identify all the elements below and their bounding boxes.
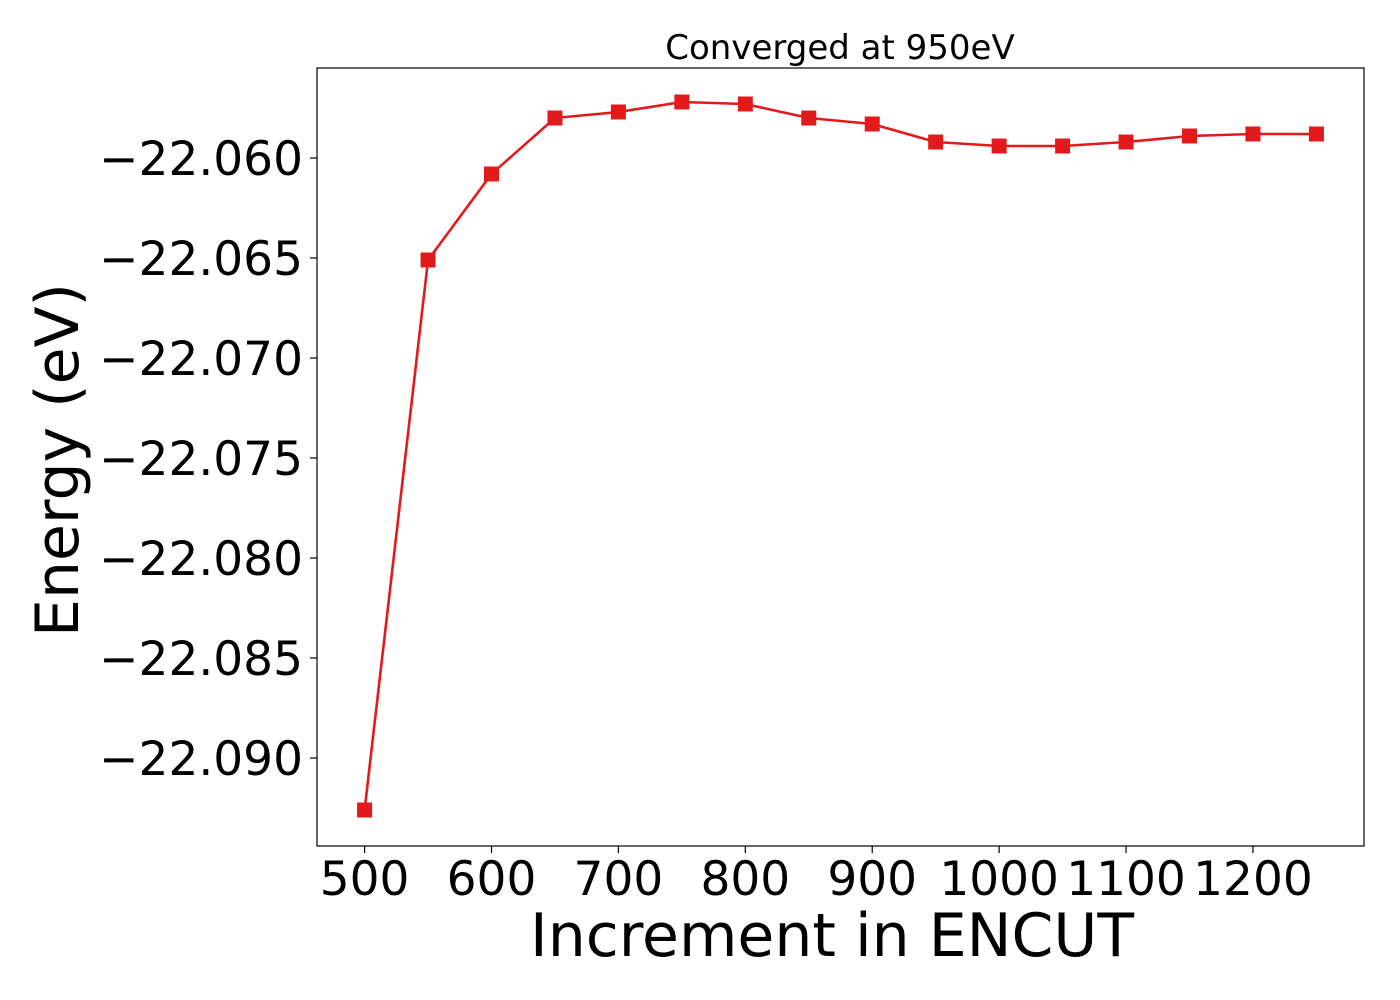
data-point-marker bbox=[864, 116, 880, 132]
x-tick-label: 500 bbox=[320, 852, 410, 907]
data-point-marker bbox=[1308, 126, 1324, 142]
data-point-marker bbox=[1118, 134, 1134, 150]
y-tick-label: −22.060 bbox=[99, 132, 303, 187]
data-point-marker bbox=[1245, 126, 1261, 142]
x-tick-label: 900 bbox=[827, 852, 917, 907]
data-point-marker bbox=[610, 104, 626, 120]
y-tick-label: −22.080 bbox=[99, 532, 303, 587]
x-tick-label: 700 bbox=[574, 852, 664, 907]
y-tick-label: −22.075 bbox=[99, 432, 303, 487]
x-tick-label: 1100 bbox=[1066, 852, 1186, 907]
plot-area-frame bbox=[316, 67, 1365, 847]
y-tick-label: −22.085 bbox=[99, 632, 303, 687]
data-point-marker bbox=[484, 166, 499, 182]
y-tick-label: −22.065 bbox=[99, 232, 303, 287]
data-point-marker bbox=[801, 110, 817, 126]
series-line bbox=[363, 100, 1317, 811]
y-axis-label: Energy (eV) bbox=[23, 283, 93, 637]
chart-title: Converged at 950eV bbox=[665, 28, 1014, 68]
x-tick-label: 1000 bbox=[939, 852, 1059, 907]
y-tick-label: −22.070 bbox=[99, 332, 303, 387]
data-point-marker bbox=[357, 802, 373, 818]
data-point-marker bbox=[1055, 138, 1071, 154]
series-layer bbox=[357, 94, 1324, 818]
data-point-marker bbox=[991, 138, 1007, 154]
y-tick-label: −22.090 bbox=[99, 732, 303, 787]
x-tick-label: 1200 bbox=[1193, 852, 1313, 907]
x-tick-label: 800 bbox=[700, 852, 790, 907]
data-point-marker bbox=[1182, 128, 1197, 144]
data-point-marker bbox=[420, 252, 436, 268]
x-tick-label: 600 bbox=[447, 852, 537, 907]
data-point-marker bbox=[674, 94, 690, 110]
y-axis: −22.060 −22.065 −22.070 −22.075 −22.080 −22.0… bbox=[99, 132, 317, 787]
data-point-marker bbox=[737, 96, 753, 112]
data-point-marker bbox=[547, 110, 563, 126]
x-axis: 500 600 700 800 900 1000 1100 1200 bbox=[320, 846, 1313, 907]
x-axis-label: Increment in ENCUT bbox=[530, 901, 1134, 971]
data-point-marker bbox=[928, 134, 944, 150]
